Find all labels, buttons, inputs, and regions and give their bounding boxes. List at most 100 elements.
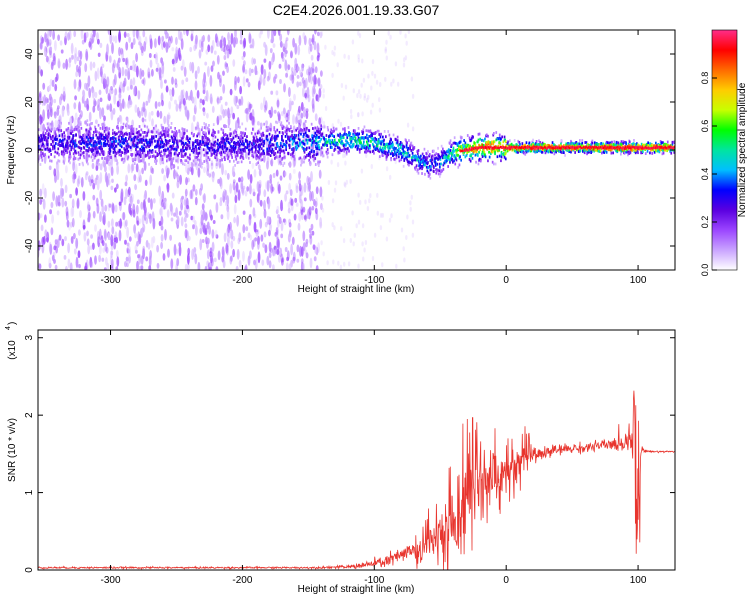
- heatmap-noise-cell: [158, 185, 162, 197]
- heatmap-ridge-cell: [212, 143, 214, 147]
- heatmap-ridge-cell: [384, 147, 387, 150]
- heatmap-ridge-cell: [110, 156, 112, 159]
- heatmap-ridge-cell: [254, 150, 257, 154]
- heatmap-ridge-cell: [148, 156, 150, 160]
- heatmap-noise-cell: [98, 228, 102, 241]
- heatmap-noise-cell: [278, 63, 282, 69]
- heatmap-ridge-cell: [323, 125, 326, 129]
- heatmap-ridge-cell: [321, 132, 324, 136]
- heatmap-ridge-cell: [503, 155, 506, 159]
- heatmap-ridge-cell: [508, 144, 511, 148]
- heatmap-ridge-cell: [121, 157, 124, 161]
- heatmap-ridge-cell: [331, 141, 333, 144]
- heatmap-ridge-cell: [243, 147, 246, 151]
- heatmap-ridge-cell: [494, 152, 496, 156]
- heatmap-ridge-cell: [518, 141, 521, 144]
- heatmap-ridge-cell: [425, 161, 427, 165]
- heatmap-noise-cell: [310, 223, 314, 231]
- heatmap-ridge-cell: [233, 141, 236, 144]
- heatmap-noise-cell: [263, 189, 267, 198]
- heatmap-ridge-cell: [43, 145, 45, 148]
- heatmap-noise-cell: [119, 102, 123, 112]
- heatmap-noise-cell: [210, 65, 214, 72]
- heatmap-noise-cell: [110, 86, 113, 91]
- heatmap-noise-cell: [357, 54, 360, 60]
- heatmap-noise-cell: [46, 38, 49, 47]
- heatmap-ridge-cell: [367, 137, 369, 141]
- heatmap-ridge-cell: [410, 141, 413, 145]
- heatmap-ridge-cell: [158, 137, 160, 141]
- heatmap-ridge-cell: [293, 139, 296, 143]
- heatmap-ridge-cell: [390, 142, 393, 146]
- heatmap-noise-cell: [178, 242, 182, 248]
- heatmap-noise-cell: [43, 94, 47, 106]
- heatmap-ridge-cell: [94, 144, 96, 148]
- heatmap-ridge-cell: [318, 146, 321, 149]
- heatmap-noise-cell: [119, 81, 123, 89]
- heatmap-ridge-cell: [136, 135, 138, 139]
- heatmap-ridge-cell: [532, 138, 534, 142]
- heatmap-noise-cell: [365, 153, 368, 158]
- heatmap-noise-cell: [299, 69, 302, 76]
- heatmap-ridge-cell: [482, 139, 485, 143]
- heatmap-noise-cell: [405, 235, 408, 240]
- heatmap-ridge-cell: [462, 143, 464, 147]
- heatmap-noise-cell: [94, 224, 97, 232]
- heatmap-noise-cell: [298, 179, 301, 185]
- heatmap-noise-cell: [127, 189, 130, 198]
- heatmap-ridge-cell: [161, 145, 163, 149]
- heatmap-noise-cell: [124, 57, 128, 66]
- heatmap-ridge-cell: [352, 129, 355, 133]
- heatmap-noise-cell: [208, 225, 212, 235]
- heatmap-noise-cell: [51, 59, 55, 67]
- heatmap-ridge-cell: [171, 165, 173, 169]
- heatmap-noise-cell: [342, 95, 345, 101]
- heatmap-noise-cell: [318, 169, 322, 179]
- heatmap-ridge-cell: [509, 139, 511, 143]
- heatmap-ridge-cell: [238, 151, 241, 154]
- heatmap-ridge-cell: [352, 132, 354, 136]
- heatmap-noise-cell: [199, 188, 202, 196]
- heatmap-noise-cell: [113, 240, 117, 250]
- heatmap-noise-cell: [243, 60, 246, 66]
- heatmap-noise-cell: [132, 60, 136, 65]
- heatmap-ridge-cell: [183, 128, 186, 132]
- heatmap-noise-cell: [68, 57, 72, 64]
- heatmap-ridge-cell: [213, 152, 216, 155]
- heatmap-ridge-cell: [205, 136, 207, 140]
- heatmap-ridge-cell: [244, 149, 246, 153]
- heatmap-noise-cell: [211, 229, 215, 239]
- heatmap-noise-cell: [91, 162, 95, 170]
- heatmap-ridge-cell: [233, 150, 236, 153]
- heatmap-ridge-cell: [132, 158, 134, 161]
- heatmap-ridge-cell: [468, 145, 470, 149]
- heatmap-noise-cell: [180, 89, 184, 101]
- heatmap-ridge-cell: [387, 142, 390, 146]
- heatmap-ridge-cell: [221, 140, 223, 144]
- heatmap-ridge-cell: [400, 152, 403, 155]
- heatmap-noise-cell: [302, 87, 305, 98]
- heatmap-noise-cell: [151, 118, 154, 127]
- heatmap-noise-cell: [45, 55, 49, 63]
- heatmap-ridge-cell: [190, 162, 193, 165]
- heatmap-ridge-cell: [228, 142, 231, 145]
- heatmap-ridge-cell: [227, 141, 230, 144]
- heatmap-noise-cell: [343, 181, 346, 187]
- heatmap-noise-cell: [61, 188, 65, 197]
- heatmap-ridge-cell: [167, 139, 169, 143]
- heatmap-noise-cell: [250, 68, 254, 73]
- heatmap-ridge-cell: [74, 157, 77, 160]
- heatmap-noise-cell: [104, 165, 107, 173]
- heatmap-ridge-cell: [593, 149, 595, 153]
- heatmap-noise-cell: [135, 249, 138, 254]
- heatmap-noise-cell: [279, 79, 282, 84]
- heatmap-noise-cell: [54, 76, 58, 83]
- heatmap-noise-cell: [247, 169, 251, 180]
- heatmap-ridge-cell: [83, 141, 86, 145]
- heatmap-ridge-cell: [66, 147, 68, 151]
- heatmap-ridge-cell: [181, 127, 184, 131]
- heatmap-ridge-cell: [405, 145, 408, 149]
- heatmap-ridge-cell: [368, 129, 371, 133]
- heatmap-noise-cell: [141, 167, 145, 175]
- heatmap-ridge-cell: [387, 150, 390, 153]
